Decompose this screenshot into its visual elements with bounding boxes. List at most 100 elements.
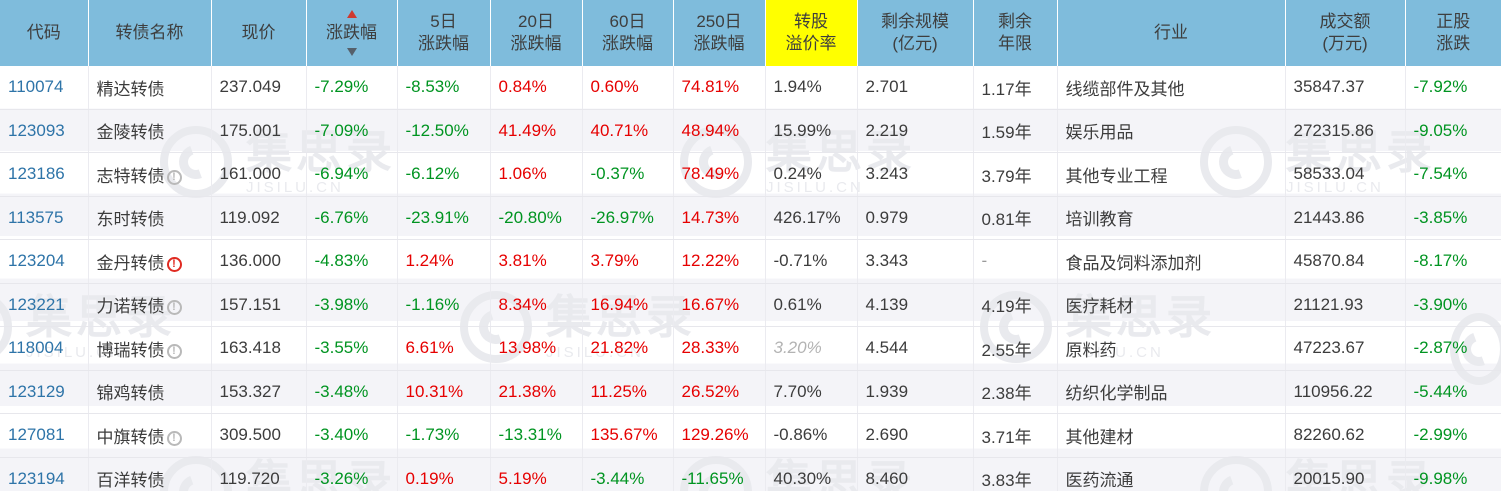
- cell-price: 309.500: [211, 413, 307, 458]
- bond-code-link[interactable]: 123129: [8, 381, 65, 401]
- warning-icon[interactable]: !: [166, 256, 182, 272]
- cell-chg20: 21.38%: [490, 370, 583, 414]
- bond-code-link[interactable]: 113575: [8, 207, 64, 227]
- bond-name-link[interactable]: 力诺转债: [96, 297, 165, 317]
- bond-code-link[interactable]: 118004: [8, 338, 64, 358]
- cell-name: 东时转债: [88, 196, 212, 240]
- cell-name: 中旗转债!: [88, 413, 212, 458]
- warning-icon[interactable]: !: [166, 430, 182, 446]
- bond-name-link[interactable]: 博瑞转债: [96, 340, 165, 360]
- cell-stock_chg: -7.54%: [1405, 152, 1501, 197]
- bond-code-link[interactable]: 123194: [8, 468, 65, 488]
- column-header-chg5[interactable]: 5日 涨跌幅: [397, 0, 491, 66]
- cell-chg5: -8.53%: [397, 66, 491, 110]
- cell-chg5: 6.61%: [397, 326, 491, 371]
- sort-descending-icon[interactable]: [346, 48, 357, 57]
- cell-stock_chg: -3.90%: [1405, 283, 1501, 327]
- column-header-chg[interactable]: 涨跌幅: [306, 0, 398, 66]
- cell-premium: 426.17%: [765, 196, 858, 240]
- cell-industry: 医疗耗材: [1057, 283, 1286, 327]
- cell-chg: -6.76%: [306, 196, 398, 240]
- bond-name-link[interactable]: 中旗转债: [96, 427, 165, 447]
- column-header-turnover[interactable]: 成交额 (万元): [1285, 0, 1406, 66]
- cell-years: 2.55年: [973, 326, 1058, 371]
- warning-icon[interactable]: !: [166, 300, 182, 316]
- cell-price: 161.000: [211, 152, 307, 197]
- cell-chg: -7.29%: [306, 66, 398, 110]
- cell-price: 136.000: [211, 239, 307, 284]
- bond-name-link[interactable]: 百洋转债: [96, 471, 165, 491]
- cell-code: 123221: [0, 283, 89, 327]
- cell-chg250: 26.52%: [673, 370, 766, 414]
- cell-code: 123186: [0, 152, 89, 197]
- cell-code: 127081: [0, 413, 89, 458]
- cell-chg250: 28.33%: [673, 326, 766, 371]
- column-header-label: 涨跌: [1436, 34, 1471, 53]
- cell-stock_chg: -2.99%: [1405, 413, 1501, 458]
- column-header-price[interactable]: 现价: [211, 0, 307, 66]
- cell-years: 3.71年: [973, 413, 1058, 458]
- cell-name: 锦鸡转债: [88, 370, 212, 414]
- column-header-code[interactable]: 代码: [0, 0, 89, 66]
- cell-chg: -7.09%: [306, 109, 398, 153]
- column-header-name[interactable]: 转债名称: [88, 0, 212, 66]
- cell-premium: 15.99%: [765, 109, 858, 153]
- cell-chg20: 3.81%: [490, 239, 583, 284]
- cell-turnover: 58533.04: [1285, 152, 1406, 197]
- cell-premium: -0.71%: [765, 239, 858, 284]
- bond-code-link[interactable]: 123093: [8, 120, 65, 140]
- bond-code-link[interactable]: 123186: [8, 164, 65, 184]
- cell-price: 163.418: [211, 326, 307, 371]
- cell-premium: 1.94%: [765, 66, 858, 110]
- column-header-label: 剩余规模: [881, 11, 949, 31]
- column-header-label: 5日: [430, 11, 457, 31]
- bond-code-link[interactable]: 123204: [8, 251, 65, 271]
- column-header-industry[interactable]: 行业: [1057, 0, 1286, 66]
- warning-icon[interactable]: !: [166, 343, 182, 359]
- table-row: 123204 金丹转债! 136.000 -4.83% 1.24% 3.81% 3.79% 1…: [0, 239, 1501, 284]
- cell-size: 2.690: [857, 413, 974, 458]
- cell-stock_chg: -8.17%: [1405, 239, 1501, 284]
- cell-chg20: 1.06%: [490, 152, 583, 197]
- table-row: 118004 博瑞转债! 163.418 -3.55% 6.61% 13.98% 21.82…: [0, 326, 1501, 371]
- column-header-size[interactable]: 剩余规模 (亿元): [857, 0, 974, 66]
- cell-years: 0.81年: [973, 196, 1058, 240]
- cell-years: 4.19年: [973, 283, 1058, 327]
- cell-code: 113575: [0, 196, 89, 240]
- cell-price: 153.327: [211, 370, 307, 414]
- cell-years: 3.79年: [973, 152, 1058, 197]
- column-header-chg20[interactable]: 20日 涨跌幅: [490, 0, 583, 66]
- column-header-label: 20日: [518, 11, 554, 31]
- bond-name-link[interactable]: 锦鸡转债: [96, 384, 165, 404]
- column-header-stock_chg[interactable]: 正股 涨跌: [1405, 0, 1501, 66]
- cell-turnover: 20015.90: [1285, 457, 1406, 491]
- cell-years: 2.38年: [973, 370, 1058, 414]
- cell-size: 4.544: [857, 326, 974, 371]
- table-row: 113575 东时转债 119.092 -6.76% -23.91% -20.80% -26…: [0, 196, 1501, 240]
- column-header-label: 行业: [1154, 22, 1188, 42]
- bond-code-link[interactable]: 110074: [8, 77, 64, 97]
- cell-chg20: 13.98%: [490, 326, 583, 371]
- cell-chg250: -11.65%: [673, 457, 766, 491]
- cell-size: 2.701: [857, 66, 974, 110]
- column-header-premium[interactable]: 转股 溢价率: [765, 0, 858, 66]
- cell-size: 3.343: [857, 239, 974, 284]
- sort-ascending-icon[interactable]: [346, 9, 357, 18]
- bond-name-link[interactable]: 精达转债: [96, 79, 165, 99]
- cell-name: 志特转债!: [88, 152, 212, 197]
- column-header-chg60[interactable]: 60日 涨跌幅: [582, 0, 674, 66]
- column-header-chg250[interactable]: 250日 涨跌幅: [673, 0, 766, 66]
- bond-code-link[interactable]: 123221: [8, 294, 65, 314]
- table-row: 123221 力诺转债! 157.151 -3.98% -1.16% 8.34% 16.94…: [0, 283, 1501, 327]
- bond-name-link[interactable]: 金陵转债: [96, 123, 165, 143]
- bond-code-link[interactable]: 127081: [8, 425, 65, 445]
- bond-name-link[interactable]: 志特转债: [96, 166, 165, 186]
- cell-turnover: 21443.86: [1285, 196, 1406, 240]
- cell-chg250: 78.49%: [673, 152, 766, 197]
- bond-name-link[interactable]: 东时转债: [96, 210, 165, 230]
- column-header-years[interactable]: 剩余 年限: [973, 0, 1058, 66]
- bond-name-link[interactable]: 金丹转债: [96, 253, 165, 273]
- warning-icon[interactable]: !: [166, 169, 182, 185]
- cell-size: 8.460: [857, 457, 974, 491]
